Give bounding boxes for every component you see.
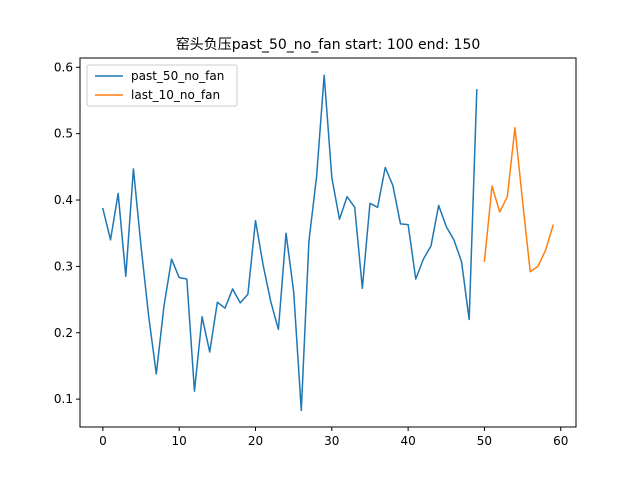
x-tick-label: 30 (324, 434, 339, 448)
x-tick-label: 0 (99, 434, 107, 448)
plot-frame (79, 57, 577, 428)
series-line-last-10-no-fan (483, 126, 555, 273)
series-line-past-50-no-fan (101, 74, 478, 412)
y-tick-label: 0.3 (54, 259, 73, 273)
x-tick-label: 20 (248, 434, 263, 448)
y-tick-label: 0.6 (54, 60, 73, 74)
y-tick-label: 0.5 (54, 127, 73, 141)
legend-box (86, 64, 238, 107)
x-tick-label: 40 (400, 434, 415, 448)
chart-title: 窑头负压past_50_no_fan start: 100 end: 150 (176, 36, 481, 53)
legend-label-past-50-no-fan: past_50_no_fan (131, 69, 224, 83)
x-tick-label: 50 (477, 434, 492, 448)
series-layer (101, 74, 555, 412)
x-tick-label: 60 (553, 434, 568, 448)
x-tick-label: 10 (172, 434, 187, 448)
y-tick-label: 0.2 (54, 326, 73, 340)
x-axis: 0 10 20 30 40 50 60 (99, 427, 568, 448)
legend: past_50_no_fan last_10_no_fan (86, 64, 238, 107)
legend-label-last-10-no-fan: last_10_no_fan (131, 88, 220, 102)
y-tick-label: 0.1 (54, 392, 73, 406)
y-axis: 0.1 0.2 0.3 0.4 0.5 0.6 (54, 60, 80, 406)
y-tick-label: 0.4 (54, 193, 73, 207)
